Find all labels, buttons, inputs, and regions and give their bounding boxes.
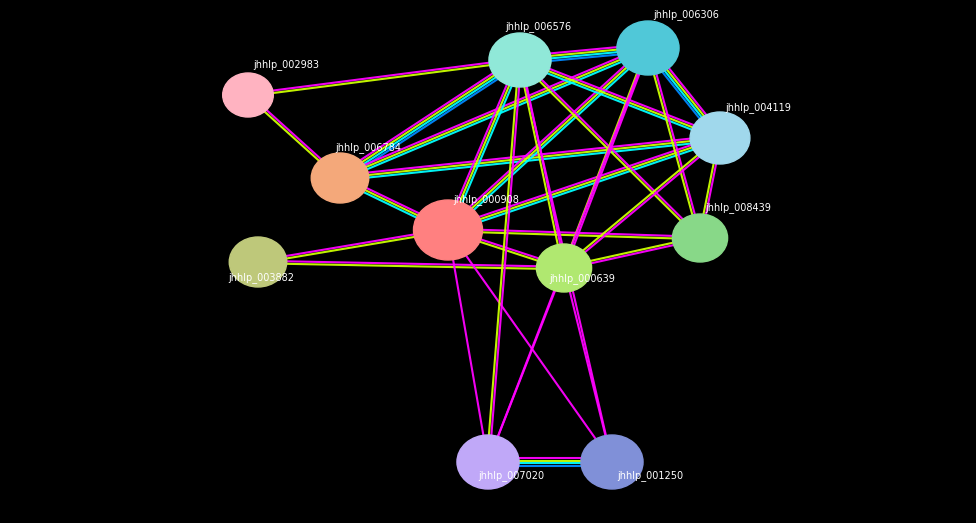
- Text: jhhlp_003882: jhhlp_003882: [228, 272, 294, 283]
- Ellipse shape: [457, 435, 519, 489]
- Text: jhhlp_006306: jhhlp_006306: [653, 9, 719, 20]
- Text: jhhlp_001250: jhhlp_001250: [617, 470, 683, 481]
- Ellipse shape: [617, 21, 679, 75]
- Text: jhhlp_006576: jhhlp_006576: [505, 21, 571, 32]
- Ellipse shape: [414, 200, 482, 260]
- Ellipse shape: [489, 33, 551, 87]
- Ellipse shape: [223, 73, 273, 117]
- Ellipse shape: [690, 112, 750, 164]
- Ellipse shape: [581, 435, 643, 489]
- Ellipse shape: [537, 244, 591, 292]
- Ellipse shape: [229, 237, 287, 287]
- Text: jhhlp_004119: jhhlp_004119: [725, 102, 791, 113]
- Text: jhhlp_000639: jhhlp_000639: [549, 273, 615, 284]
- Text: jhhlp_000908: jhhlp_000908: [453, 194, 519, 205]
- Text: jhhlp_008439: jhhlp_008439: [705, 202, 771, 213]
- Ellipse shape: [672, 214, 727, 262]
- Text: jhhlp_007020: jhhlp_007020: [478, 470, 545, 481]
- Ellipse shape: [311, 153, 369, 203]
- Text: jhhlp_006784: jhhlp_006784: [335, 142, 401, 153]
- Text: jhhlp_002983: jhhlp_002983: [253, 59, 319, 70]
